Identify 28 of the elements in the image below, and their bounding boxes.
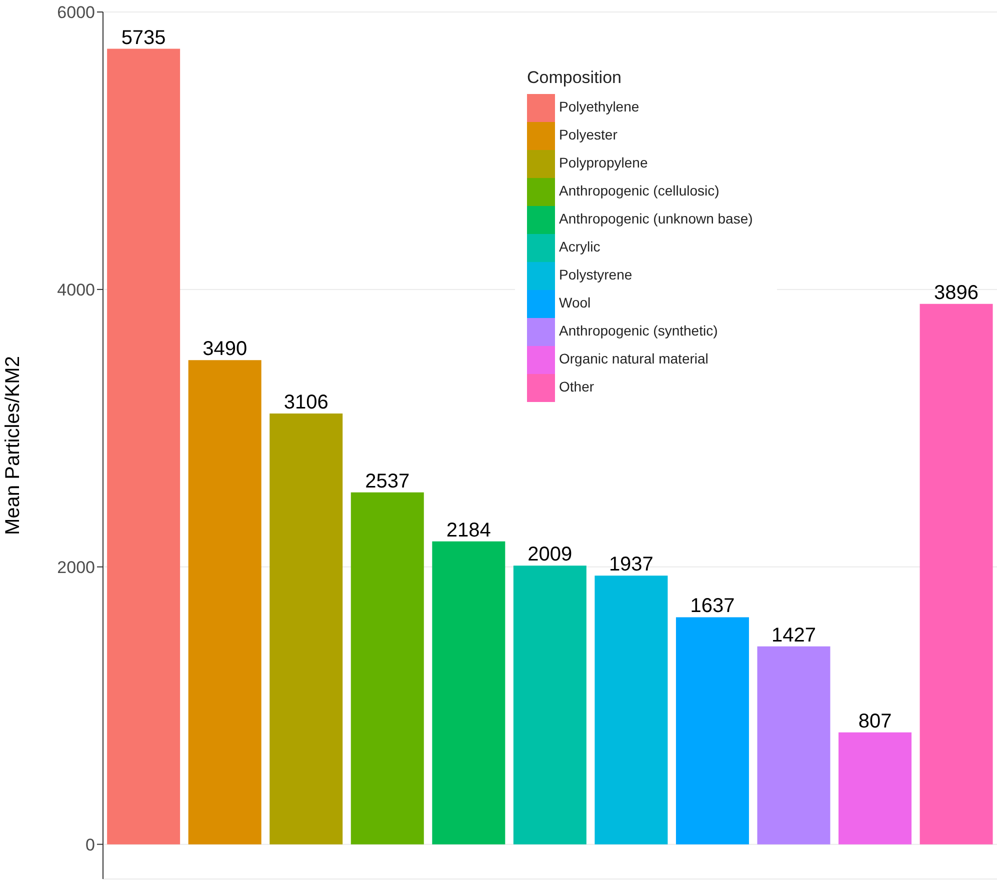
data-label: 3106 <box>284 391 328 414</box>
y-axis-title: Mean Particles/KM2 <box>2 356 24 535</box>
legend-label: Anthropogenic (synthetic) <box>559 322 718 339</box>
legend-label: Polyethylene <box>559 98 640 115</box>
legend-label: Anthropogenic (cellulosic) <box>559 182 720 199</box>
legend-label: Polyester <box>559 126 618 143</box>
legend-label: Anthropogenic (unknown base) <box>559 210 753 227</box>
data-label: 5735 <box>121 26 166 49</box>
y-tick-label: 0 <box>86 835 95 854</box>
legend-label: Polystyrene <box>559 266 632 283</box>
data-label: 2537 <box>365 470 410 492</box>
data-label: 807 <box>858 710 892 732</box>
data-label: 2184 <box>446 519 491 542</box>
legend-label: Other <box>559 378 594 395</box>
legend-label: Acrylic <box>559 238 600 255</box>
legend-label: Wool <box>559 294 591 311</box>
data-label: 1427 <box>771 624 816 646</box>
data-label: 3490 <box>202 338 248 360</box>
legend-label: Polypropylene <box>559 154 648 171</box>
data-label: 1637 <box>690 595 735 618</box>
y-tick-label: 4000 <box>57 280 95 300</box>
data-label: 3896 <box>934 282 979 304</box>
data-label: 1937 <box>608 554 654 576</box>
data-label: 2009 <box>528 544 572 566</box>
y-tick-label: 6000 <box>57 3 95 22</box>
y-tick-label: 2000 <box>57 558 95 577</box>
legend-title: Composition <box>527 68 622 88</box>
legend-label: Organic natural material <box>559 350 708 367</box>
